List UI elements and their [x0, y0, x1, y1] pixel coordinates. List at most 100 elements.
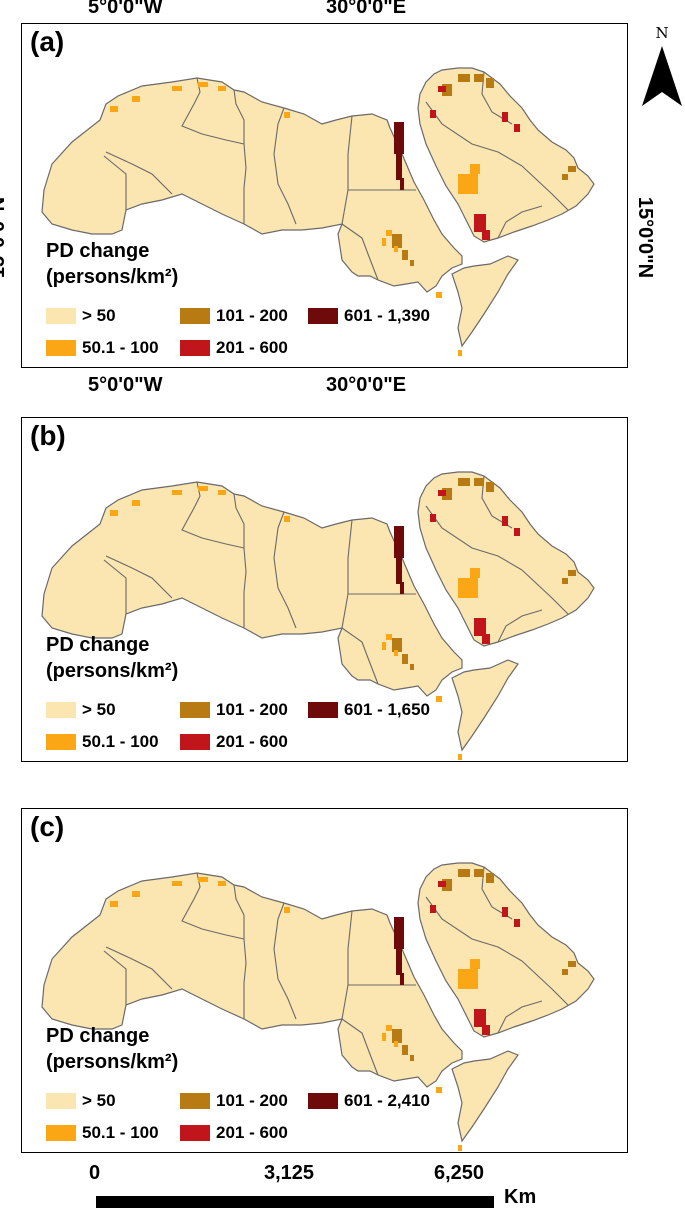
legend-text-c-2: 101 - 200 — [216, 1091, 288, 1110]
choropleth-map-a — [41, 67, 595, 356]
density-cell-1-0 — [110, 901, 118, 907]
country-border-12 — [497, 1000, 543, 1034]
density-cell-1-5 — [284, 516, 290, 522]
longitude-label-bottom-right: 30°0'0"E — [326, 374, 407, 396]
density-cell-7-2 — [410, 260, 414, 266]
legend-swatch-b-2 — [180, 702, 210, 718]
density-cell-7-1 — [402, 250, 408, 260]
density-cell-0-1 — [396, 558, 402, 584]
legend-text-a-3: 601 - 1,390 — [344, 306, 431, 325]
legend-text-b-3: 601 - 1,650 — [344, 700, 431, 719]
legend-item-b-2: 101 - 200 — [180, 700, 288, 720]
density-cell-9-1 — [458, 1145, 462, 1151]
density-cell-9-0 — [436, 292, 442, 298]
density-cell-2-2 — [474, 478, 484, 486]
density-cell-3-2 — [502, 907, 508, 917]
country-border-9 — [425, 896, 523, 962]
density-cell-7-0 — [392, 638, 402, 652]
legend-text-a-1: > 50 — [82, 306, 116, 325]
country-border-8 — [341, 223, 379, 281]
legend-text-b-5: 201 - 600 — [216, 732, 288, 751]
country-border-9 — [425, 505, 523, 571]
country-border-2 — [103, 559, 127, 614]
density-cell-2-1 — [458, 869, 470, 877]
density-cell-5-1 — [482, 1025, 490, 1035]
scale-bar — [96, 1196, 494, 1208]
density-cell-8-1 — [382, 238, 386, 246]
density-cell-2-0 — [442, 84, 452, 96]
longitude-label-top-left: 5°0'0"W — [88, 0, 163, 18]
density-cell-0-1 — [396, 949, 402, 975]
density-cell-7-2 — [410, 664, 414, 670]
country-border-3 — [181, 872, 245, 940]
density-cell-4-1 — [470, 164, 480, 174]
density-cell-1-1 — [132, 891, 140, 897]
legend-swatch-b-3 — [308, 702, 338, 718]
density-cell-0-2 — [400, 178, 404, 190]
density-cell-4-1 — [470, 568, 480, 578]
legend-swatch-c-5 — [180, 1125, 210, 1141]
density-cell-0-0 — [394, 122, 404, 154]
density-cell-9-0 — [436, 696, 442, 702]
density-cell-6-1 — [562, 969, 568, 975]
density-cell-0-2 — [400, 582, 404, 594]
density-cell-1-5 — [284, 112, 290, 118]
density-cell-1-4 — [218, 490, 226, 495]
country-border-3 — [181, 481, 245, 549]
density-cell-2-2 — [474, 74, 484, 82]
legend-item-a-1: > 50 — [46, 306, 116, 326]
density-cell-1-3 — [198, 82, 208, 87]
density-cell-1-4 — [218, 86, 226, 91]
north-arrow: N — [640, 22, 684, 112]
legend-swatch-c-3 — [308, 1093, 338, 1109]
density-cell-2-3 — [486, 78, 494, 88]
legend-subtitle-c: (persons/km²) — [46, 1051, 179, 1073]
scale-label-zero: 0 — [89, 1162, 101, 1184]
longitude-label-top-right: 30°0'0"E — [326, 0, 407, 18]
legend-item-a-2: 101 - 200 — [180, 306, 288, 326]
density-cell-9-1 — [458, 350, 462, 356]
scale-unit: Km — [504, 1186, 537, 1208]
density-cell-6-0 — [568, 570, 576, 576]
legend-title-a: PD change — [46, 240, 150, 262]
panel-label-b: (b) — [30, 420, 66, 451]
density-cell-3-3 — [514, 124, 520, 132]
map-panel-b: (b) PD change (persons/km²) > 50 101 - 2… — [21, 417, 628, 762]
density-cell-1-2 — [172, 86, 182, 91]
density-cell-2-0 — [442, 879, 452, 891]
density-cell-0-1 — [396, 154, 402, 180]
density-cell-0-0 — [394, 917, 404, 949]
legend-swatch-b-5 — [180, 734, 210, 750]
map-panel-a: (a) PD change (persons/km²) > 50 101 - 2… — [21, 23, 628, 368]
country-border-1 — [105, 555, 173, 599]
legend-title-c: PD change — [46, 1025, 150, 1047]
density-cell-8-2 — [394, 650, 398, 656]
country-border-12 — [497, 205, 543, 239]
density-cell-4-0 — [458, 969, 478, 989]
legend-swatch-a-2 — [180, 308, 210, 324]
legend-swatch-c-4 — [46, 1125, 76, 1141]
density-cell-8-1 — [382, 1033, 386, 1041]
density-cell-6-0 — [568, 166, 576, 172]
legend-item-a-4: 50.1 - 100 — [46, 338, 159, 358]
country-border-8 — [341, 627, 379, 685]
density-cell-1-0 — [110, 510, 118, 516]
country-border-8 — [341, 1018, 379, 1076]
density-cell-0-0 — [394, 526, 404, 558]
density-cell-2-3 — [486, 482, 494, 492]
density-cell-6-1 — [562, 174, 568, 180]
density-cell-3-2 — [502, 516, 508, 526]
density-cell-5-0 — [474, 618, 486, 636]
legend-text-b-4: 50.1 - 100 — [82, 732, 159, 751]
land-region-2 — [451, 659, 519, 752]
legend-swatch-a-4 — [46, 340, 76, 356]
land-region-3 — [417, 471, 595, 647]
legend-title-b: PD change — [46, 634, 150, 656]
density-cell-9-1 — [458, 754, 462, 760]
density-cell-1-3 — [198, 486, 208, 491]
density-cell-1-5 — [284, 907, 290, 913]
scale-label-mid: 3,125 — [264, 1162, 315, 1184]
legend-swatch-a-3 — [308, 308, 338, 324]
density-cell-6-1 — [562, 578, 568, 584]
density-cell-3-1 — [438, 86, 446, 92]
